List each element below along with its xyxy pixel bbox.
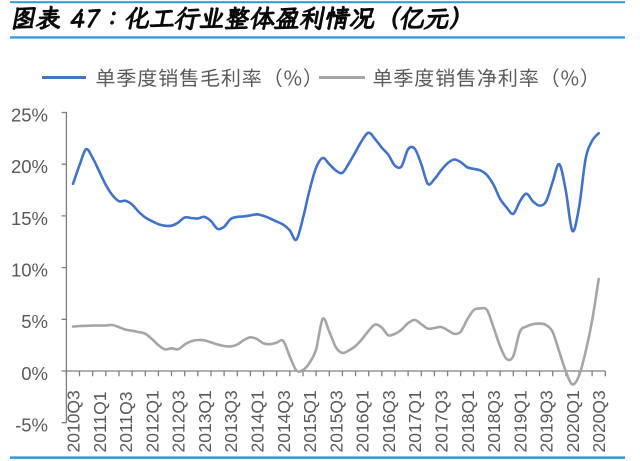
svg-text:2012Q1: 2012Q1	[142, 390, 162, 452]
svg-text:2010Q3: 2010Q3	[64, 390, 84, 452]
svg-text:2016Q1: 2016Q1	[353, 390, 373, 452]
svg-text:2011Q1: 2011Q1	[90, 392, 110, 453]
svg-text:2020Q1: 2020Q1	[563, 390, 583, 452]
svg-text:20%: 20%	[11, 156, 48, 177]
svg-text:5%: 5%	[21, 311, 48, 332]
svg-text:2013Q1: 2013Q1	[195, 390, 215, 452]
svg-text:2020Q3: 2020Q3	[589, 390, 609, 452]
svg-text:2016Q3: 2016Q3	[379, 390, 399, 452]
svg-text:2019Q3: 2019Q3	[537, 390, 557, 452]
svg-text:0%: 0%	[21, 363, 48, 384]
svg-text:2018Q3: 2018Q3	[484, 390, 504, 452]
svg-text:2014Q3: 2014Q3	[274, 390, 294, 452]
svg-text:2012Q3: 2012Q3	[169, 390, 189, 452]
svg-text:2017Q1: 2017Q1	[405, 390, 425, 452]
svg-text:2015Q3: 2015Q3	[326, 390, 346, 452]
svg-text:25%: 25%	[11, 104, 48, 125]
svg-text:2014Q1: 2014Q1	[248, 390, 268, 452]
svg-text:2017Q3: 2017Q3	[432, 390, 452, 452]
svg-text:2015Q1: 2015Q1	[300, 390, 320, 452]
svg-text:-5%: -5%	[15, 415, 48, 436]
svg-text:15%: 15%	[11, 208, 48, 229]
svg-text:2011Q3: 2011Q3	[116, 392, 136, 453]
svg-text:10%: 10%	[11, 260, 48, 281]
svg-text:2019Q1: 2019Q1	[510, 390, 530, 452]
svg-text:2013Q3: 2013Q3	[221, 390, 241, 452]
svg-text:2018Q1: 2018Q1	[458, 390, 478, 452]
